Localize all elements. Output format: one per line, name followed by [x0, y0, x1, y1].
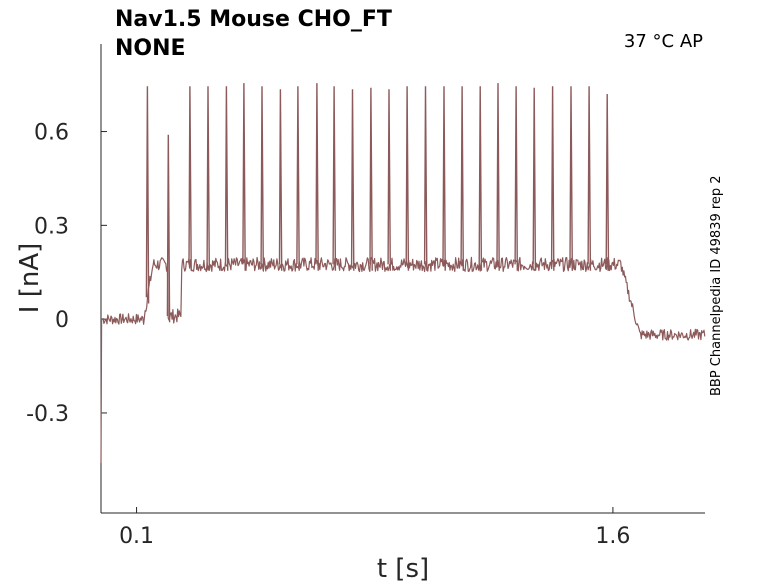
spike: [460, 86, 464, 271]
plot-area: 0.6 0.3 0 -0.3 0.1 1.6: [26, 44, 706, 549]
spike: [350, 89, 355, 271]
side-note: BBP Channelpedia ID 49839 rep 2: [709, 175, 724, 396]
spike: [278, 89, 283, 271]
spike: [387, 89, 391, 271]
y-axis-label: I [nA]: [15, 243, 45, 313]
spike: [569, 86, 573, 271]
spike: [260, 86, 264, 271]
spike: [423, 86, 428, 271]
x-tick-label: 0.1: [119, 524, 154, 549]
spike: [315, 83, 319, 271]
spike: [224, 86, 229, 271]
y-tick-label: 0.3: [34, 214, 69, 239]
spike: [405, 86, 410, 271]
condition-label: 37 °C AP: [624, 31, 703, 52]
chart-title-line1: Nav1.5 Mouse CHO_FT: [115, 7, 392, 32]
y-tick-label: 0.6: [34, 121, 69, 146]
spike: [478, 86, 483, 271]
spike: [296, 86, 300, 271]
spike: [442, 86, 446, 271]
y-tick-label: 0: [55, 308, 69, 333]
spike: [166, 134, 171, 323]
spike: [242, 83, 246, 271]
current-trace: [100, 256, 706, 464]
x-ticks: 0.1 1.6: [119, 507, 630, 549]
spike: [605, 93, 610, 271]
spike-markers: [145, 83, 610, 323]
spike: [145, 86, 150, 304]
spike: [587, 86, 592, 271]
x-tick-label: 1.6: [595, 524, 630, 549]
spike: [188, 86, 192, 271]
spike: [206, 86, 210, 271]
chart-title-line2: NONE: [115, 36, 186, 61]
spike: [496, 83, 500, 271]
x-axis-label: t [s]: [377, 554, 429, 583]
spike: [369, 87, 373, 271]
spike: [332, 86, 337, 271]
spike: [550, 86, 555, 271]
y-ticks: 0.6 0.3 0 -0.3: [26, 121, 107, 427]
y-tick-label: -0.3: [26, 402, 69, 427]
spike: [532, 87, 537, 271]
spike: [514, 86, 518, 271]
